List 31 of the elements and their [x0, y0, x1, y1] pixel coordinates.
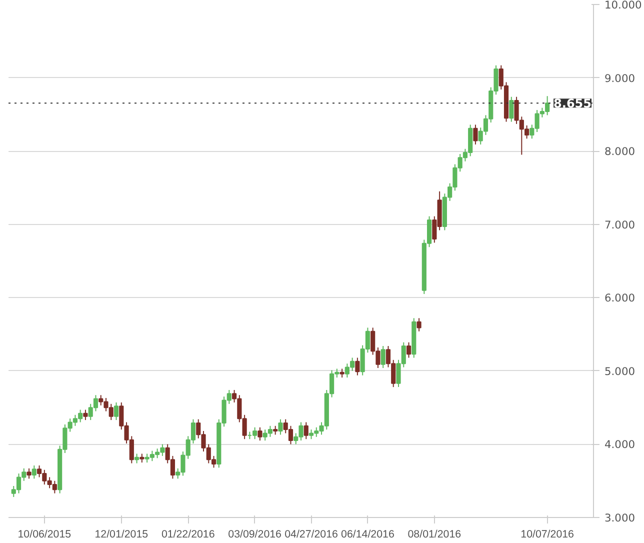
- y-tick-label: 8.000: [604, 145, 636, 158]
- candlestick: [406, 342, 412, 358]
- candlestick: [258, 426, 262, 442]
- candlestick: [114, 402, 119, 421]
- candlestick: [473, 124, 478, 145]
- ref-line-label: 8.655: [554, 96, 592, 111]
- x-tick-label: 04/27/2016: [284, 528, 338, 540]
- x-tick-label: 10/06/2015: [18, 528, 72, 540]
- x-tick-label: 01/22/2016: [161, 528, 215, 540]
- x-tick-label: 03/09/2016: [228, 528, 282, 540]
- x-tick-label: 06/14/2016: [341, 528, 394, 540]
- candlestick: [380, 346, 386, 368]
- candlestick: [509, 96, 514, 122]
- x-tick-label: 10/07/2016: [520, 528, 574, 540]
- candlestick: [32, 464, 36, 480]
- y-tick-label: 3.000: [604, 512, 636, 524]
- candlestick: [416, 318, 422, 332]
- candlestick: [355, 357, 360, 376]
- y-tick-label: 10.000: [604, 0, 642, 12]
- y-tick-label: 6.000: [604, 292, 636, 305]
- candlestick: [304, 422, 308, 440]
- candlestick: [26, 468, 32, 480]
- candlestick: [278, 418, 283, 436]
- candlestick: [83, 409, 88, 421]
- y-tick-label: 5.000: [604, 364, 636, 378]
- x-tick-label: 08/01/2016: [408, 528, 462, 540]
- candlestick: [134, 453, 140, 464]
- y-tick-label: 9.000: [604, 72, 636, 85]
- y-tick-label: 4.000: [604, 438, 636, 452]
- x-tick-label: 12/01/2015: [94, 528, 148, 540]
- y-tick-label: 7.000: [604, 218, 636, 232]
